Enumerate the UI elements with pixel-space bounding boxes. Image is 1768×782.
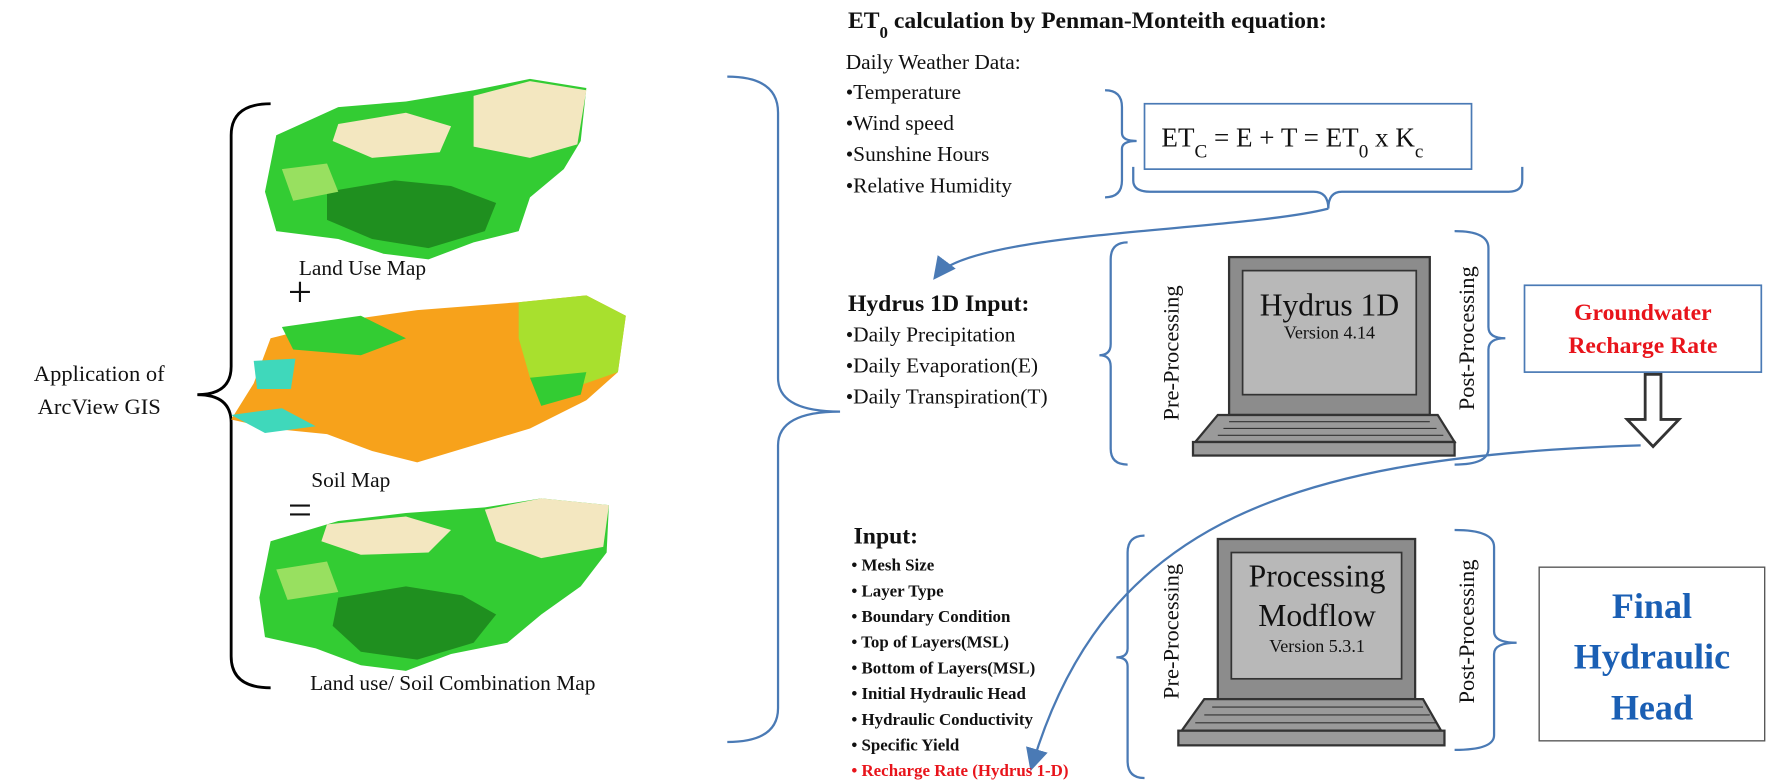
post-processing: Post-Processing <box>1454 559 1479 703</box>
formula-box <box>1143 102 1473 170</box>
hydrus-version: Version 4.14 <box>1284 322 1375 342</box>
list-item: •Sunshine Hours <box>846 142 990 166</box>
modflow-name: Processing <box>1249 558 1386 593</box>
formula-part: x K <box>1368 123 1415 153</box>
formula-part: ET <box>1161 123 1195 153</box>
map-label: Land use/ Soil Combination Map <box>310 671 595 695</box>
modflow-items: • Mesh Size • Layer Type • Boundary Condit… <box>851 556 1068 781</box>
final-box <box>1538 566 1766 742</box>
content: Application of ArcView GIS Land Use Map … <box>34 8 1766 781</box>
final-output: Hydraulic <box>1574 637 1730 677</box>
hydrus-name: Hydrus 1D <box>1260 288 1399 323</box>
et0-title: ET0 calculation by Penman-Monteith equat… <box>848 8 1327 41</box>
list-item: •Daily Precipitation <box>846 323 1016 347</box>
down-arrow <box>1623 372 1683 449</box>
brace <box>1454 528 1517 751</box>
hydrus-items: •Daily Precipitation •Daily Evaporation(E… <box>846 323 1048 409</box>
recharge-output: Groundwater <box>1574 300 1712 326</box>
final-output: Final <box>1612 586 1692 626</box>
brace <box>197 102 271 690</box>
modflow-version: Version 5.3.1 <box>1269 636 1365 656</box>
list-item: • Boundary Condition <box>851 607 1011 626</box>
list-item: •Daily Evaporation(E) <box>846 354 1038 378</box>
list-item: • Specific Yield <box>851 736 960 755</box>
et0-heading: Daily Weather Data: <box>846 50 1021 74</box>
brace <box>1105 89 1137 199</box>
et0-title-part: ET <box>848 8 880 34</box>
final-output: Head <box>1611 687 1693 727</box>
combination-map <box>259 498 609 671</box>
et0-title-part: 0 <box>880 23 888 42</box>
formula-part: = E + T = ET <box>1207 123 1359 153</box>
list-item: •Temperature <box>846 80 961 104</box>
pre-processing: Pre-Processing <box>1158 285 1183 420</box>
post-processing: Post-Processing <box>1454 266 1479 410</box>
operator: = <box>288 487 312 534</box>
formula-part: C <box>1194 141 1207 162</box>
list-item: • Hydraulic Conductivity <box>851 710 1033 729</box>
list-item: • Bottom of Layers(MSL) <box>851 658 1035 677</box>
soil-map <box>231 295 626 463</box>
modflow-name: Modflow <box>1258 598 1376 633</box>
formula-part: c <box>1415 141 1424 162</box>
list-item: • Recharge Rate (Hydrus 1-D) <box>851 761 1068 780</box>
computer <box>1177 537 1446 747</box>
list-item: • Initial Hydraulic Head <box>851 684 1026 703</box>
brace <box>1099 241 1128 466</box>
left-label: Application of <box>34 361 165 386</box>
recharge-box <box>1523 284 1763 373</box>
left-label: ArcView GIS <box>38 394 161 419</box>
brace <box>1132 166 1524 209</box>
land-use-map <box>264 78 587 260</box>
et0-items: •Temperature •Wind speed •Sunshine Hours •R… <box>846 80 1013 197</box>
brace <box>1116 534 1145 780</box>
et0-title-part: calculation by Penman-Monteith equation: <box>888 8 1327 34</box>
brace <box>727 75 841 744</box>
list-item: •Wind speed <box>846 111 955 135</box>
list-item: •Relative Humidity <box>846 173 1013 197</box>
list-item: • Top of Layers(MSL) <box>851 633 1009 652</box>
operator: + <box>288 270 312 317</box>
recharge-output: Recharge Rate <box>1568 333 1717 359</box>
pre-processing: Pre-Processing <box>1158 564 1183 699</box>
formula-part: 0 <box>1359 141 1369 162</box>
hydrus-input-title: Hydrus 1D Input: <box>848 291 1029 317</box>
list-item: • Mesh Size <box>851 556 934 575</box>
computer <box>1191 255 1457 457</box>
list-item: •Daily Transpiration(T) <box>846 385 1048 409</box>
list-item: • Layer Type <box>851 581 944 600</box>
map-label: Soil Map <box>311 468 390 492</box>
map-label: Land Use Map <box>299 256 426 280</box>
modflow-input-title: Input: <box>854 524 918 550</box>
formula: ETC = E + T = ET0 x Kc <box>1161 123 1423 162</box>
arrow <box>933 207 1329 280</box>
arrow <box>1026 444 1641 772</box>
